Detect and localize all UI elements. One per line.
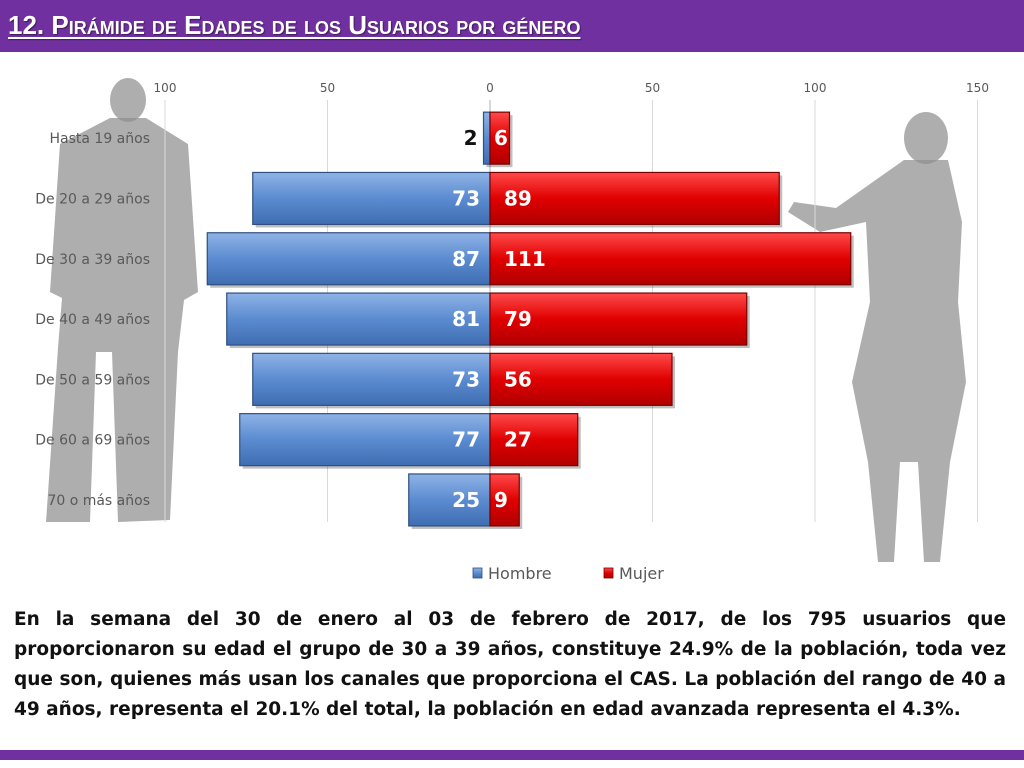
data-label-hombre: 2	[464, 126, 478, 150]
data-label-hombre: 73	[452, 186, 480, 210]
x-tick-label: 100	[804, 81, 827, 95]
legend-label-mujer: Mujer	[619, 564, 664, 583]
male-silhouette-figure	[46, 78, 198, 522]
data-label-mujer: 79	[504, 307, 532, 331]
data-label-hombre: 87	[452, 247, 480, 271]
bar-hombre	[206, 232, 491, 286]
bar-mujer	[489, 111, 511, 165]
footer-bar	[0, 750, 1024, 760]
data-label-hombre: 81	[452, 307, 480, 331]
data-labels: 2 6 73 89 87 111 81 79 73 56 77 27 25 9	[452, 126, 546, 512]
data-label-hombre: 25	[452, 488, 480, 512]
bar-hombre	[252, 352, 491, 406]
legend: Hombre Mujer	[472, 564, 664, 583]
bar-hombre	[226, 292, 491, 346]
x-tick-label: 100	[154, 81, 177, 95]
bar-hombre	[239, 413, 491, 467]
x-tick-label: 150	[966, 81, 989, 95]
bar-mujer	[489, 171, 780, 226]
page-title: 12. Pirámide de Edades de los Usuarios p…	[8, 10, 581, 40]
bar-mujer	[489, 232, 852, 286]
data-label-mujer: 111	[504, 247, 546, 271]
x-axis-ticks: 100 50 0 50 100 150	[154, 81, 989, 95]
population-pyramid-chart: 100 50 0 50 100 150 Hasta 19 años De 20 a 29 a…	[35, 78, 989, 583]
x-tick-label: 50	[645, 81, 660, 95]
bar-hombre	[408, 473, 491, 527]
category-label: De 60 a 69 años	[35, 433, 150, 449]
category-label: De 30 a 39 años	[35, 252, 150, 268]
data-label-mujer: 9	[494, 488, 508, 512]
data-label-mujer: 89	[504, 186, 532, 210]
bar-mujer	[489, 473, 520, 527]
x-tick-label: 0	[486, 81, 494, 95]
category-label: De 50 a 59 años	[35, 372, 150, 388]
category-label: De 40 a 49 años	[35, 312, 150, 328]
category-labels: Hasta 19 años De 20 a 29 años De 30 a 39 a…	[35, 131, 150, 509]
data-label-mujer: 56	[504, 367, 532, 391]
data-label-hombre: 73	[452, 367, 480, 391]
x-tick-label: 50	[320, 81, 335, 95]
legend-swatch-hombre	[472, 567, 483, 579]
summary-paragraph: En la semana del 30 de enero al 03 de fe…	[14, 609, 1006, 720]
data-label-hombre: 77	[452, 428, 480, 452]
data-label-mujer: 27	[504, 428, 532, 452]
bar-mujer	[489, 352, 673, 406]
bar-mujer	[489, 413, 579, 467]
category-label: Hasta 19 años	[50, 131, 151, 147]
legend-label-hombre: Hombre	[488, 564, 552, 583]
category-label: 70 o más años	[47, 493, 150, 509]
female-silhouette-figure	[788, 112, 966, 562]
bars	[206, 111, 854, 529]
header-bar: 12. Pirámide de Edades de los Usuarios p…	[0, 0, 1024, 52]
bar-hombre	[482, 111, 491, 165]
legend-swatch-mujer	[603, 567, 614, 579]
data-label-mujer: 6	[494, 126, 508, 150]
bar-mujer	[489, 292, 748, 346]
category-label: De 20 a 29 años	[35, 191, 150, 207]
